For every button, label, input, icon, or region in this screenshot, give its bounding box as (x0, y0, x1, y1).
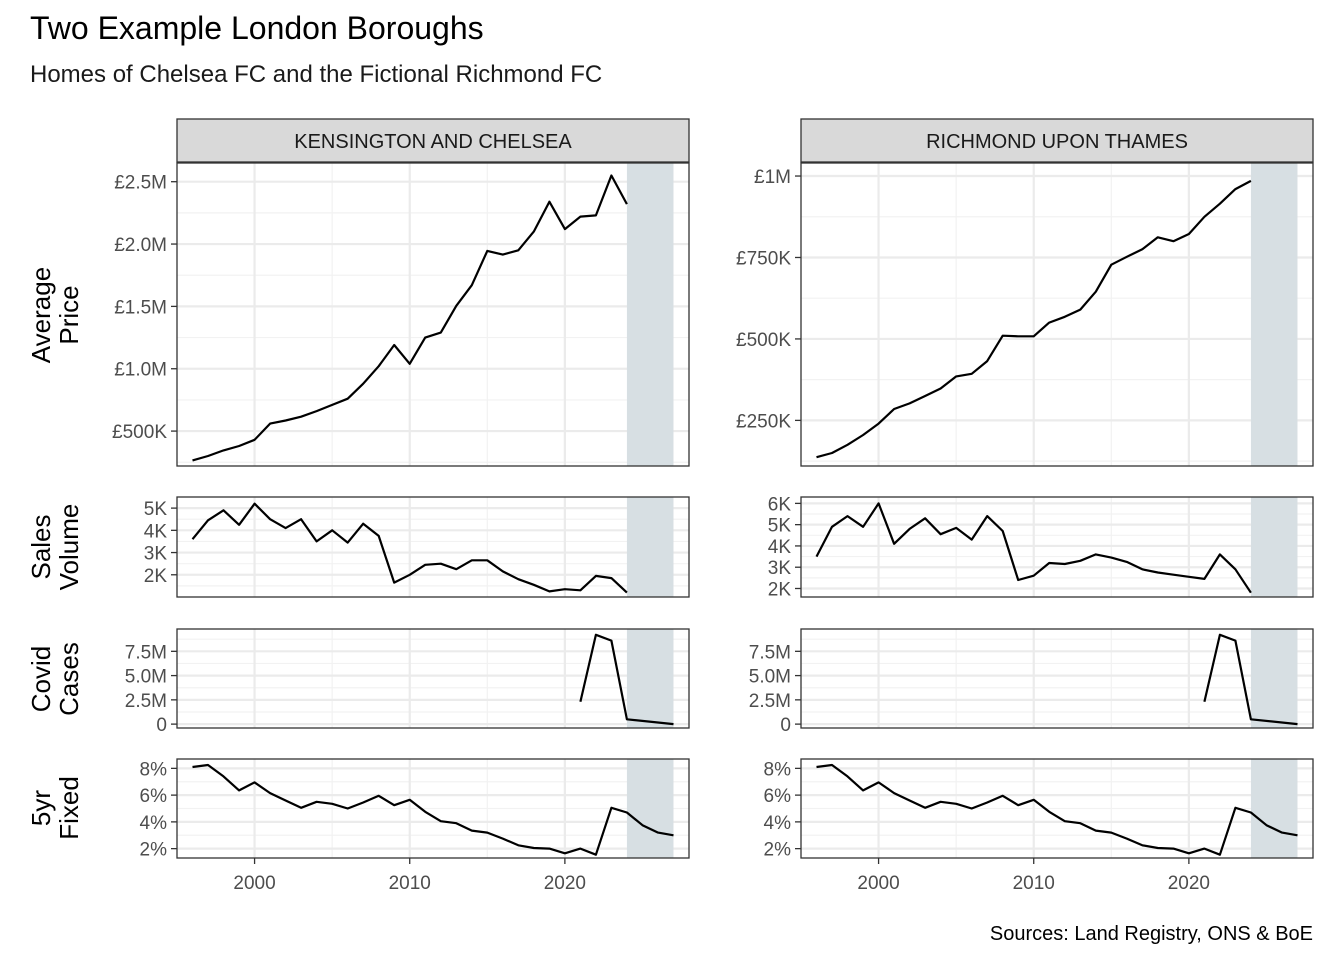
y-tick-label: £1M (754, 167, 791, 188)
y-tick-label: £1.5M (114, 297, 167, 318)
series-line-volume (815, 502, 1252, 594)
y-tick-label: 0 (780, 715, 791, 736)
y-tick-label: 5K (768, 516, 792, 537)
y-tick-label: 3K (768, 558, 792, 579)
series-line-covid (579, 633, 674, 726)
x-tick-label: 2000 (233, 873, 275, 894)
y-tick-label: £500K (112, 422, 167, 443)
row-label-covid-line2: Cases (54, 642, 84, 716)
y-tick-label: 3K (144, 544, 168, 565)
y-tick-label: 0 (156, 715, 167, 736)
y-tick-label: 8% (764, 759, 792, 780)
y-tick-label: 6% (140, 786, 168, 807)
row-label-price-line2: Price (54, 285, 84, 344)
forecast-band (1250, 497, 1298, 597)
series-line-price (192, 174, 628, 462)
forecast-band (626, 759, 674, 858)
row-label-price: Average Price (26, 267, 84, 363)
x-tick-label: 2020 (1168, 873, 1210, 894)
y-tick-label: 2.5M (125, 691, 167, 712)
y-tick-label: 2K (144, 566, 168, 587)
y-tick-label: 6K (768, 494, 792, 515)
panel-border (800, 496, 1314, 598)
row-label-covid-line1: Covid (26, 646, 56, 712)
y-tick-label: 2% (140, 840, 168, 861)
row-label-volume-line1: Sales (26, 514, 56, 579)
row-label-rate-line1: 5yr (26, 790, 56, 826)
x-tick-label: 2010 (1013, 873, 1055, 894)
chart-title: Two Example London Boroughs (30, 10, 484, 46)
strip-background (176, 118, 690, 163)
series-line-rate (816, 763, 1298, 856)
y-tick-label: 7.5M (749, 642, 791, 663)
y-tick-label: £1.0M (114, 360, 167, 381)
series-line-volume (191, 502, 628, 594)
y-tick-label: £500K (736, 330, 791, 351)
y-tick-label: 5K (144, 499, 168, 520)
forecast-band (626, 163, 674, 466)
series-line-rate (192, 763, 674, 856)
row-label-rate-line2: Fixed (54, 776, 84, 840)
chart-subtitle: Homes of Chelsea FC and the Fictional Ri… (30, 61, 602, 88)
y-tick-label: 2.5M (749, 691, 791, 712)
panel-background (177, 497, 689, 597)
y-tick-label: 4% (140, 813, 168, 834)
y-tick-label: 4% (764, 813, 792, 834)
y-tick-label: £2.0M (114, 235, 167, 256)
strip-label-kensington: KENSINGTON AND CHELSEA (294, 131, 572, 153)
forecast-band (626, 497, 674, 597)
row-label-covid: Covid Cases (26, 642, 84, 716)
y-tick-label: 6% (764, 786, 792, 807)
x-tick-label: 2000 (857, 873, 899, 894)
y-tick-label: £2.5M (114, 173, 167, 194)
forecast-band (1250, 163, 1298, 466)
panel-covid-kensington: 0 2.5M 5.0M 7.5M (125, 628, 690, 736)
y-tick-label: £250K (736, 411, 791, 432)
row-label-volume-line2: Volume (54, 504, 84, 591)
panel-price-richmond: £250K £500K £750K £1M (736, 162, 1314, 467)
strip-background (800, 118, 1314, 163)
panel-price-kensington: £500K £1.0M £1.5M £2.0M £2.5M (112, 162, 690, 467)
panel-covid-richmond: 0 2.5M 5.0M 7.5M (749, 628, 1314, 736)
panel-border (176, 758, 690, 859)
panel-border (176, 162, 690, 467)
y-tick-label: 7.5M (125, 642, 167, 663)
forecast-band (1250, 629, 1298, 728)
panel-rate-richmond: 2% 4% 6% 8% 2000 2010 2020 (764, 758, 1314, 894)
strip-label-richmond: RICHMOND UPON THAMES (926, 131, 1188, 153)
y-tick-label: 2K (768, 579, 792, 600)
forecast-band (1250, 759, 1298, 858)
panel-border (800, 758, 1314, 859)
row-label-volume: Sales Volume (26, 504, 84, 591)
row-label-rate: 5yr Fixed (26, 776, 84, 840)
panel-background (177, 163, 689, 466)
y-tick-label: 4K (768, 537, 792, 558)
y-tick-label: 5.0M (125, 667, 167, 688)
facet-panels: £500K£1.0M£1.5M£2.0M£2.5M2K3K4K5K02.5M5.… (112, 162, 1314, 894)
forecast-band (626, 629, 674, 728)
y-tick-label: £750K (736, 248, 791, 269)
panel-border (800, 162, 1314, 467)
y-tick-label: 5.0M (749, 667, 791, 688)
row-label-price-line1: Average (26, 267, 56, 363)
series-line-price (816, 179, 1252, 459)
series-line-covid (1203, 633, 1298, 726)
panel-border (176, 628, 690, 729)
strip-kensington: KENSINGTON AND CHELSEA (176, 118, 690, 163)
panel-rate-kensington: 2% 4% 6% 8% 2000 2010 2020 (140, 758, 690, 894)
y-tick-label: 4K (144, 521, 168, 542)
y-tick-label: 2% (764, 840, 792, 861)
x-tick-label: 2010 (389, 873, 431, 894)
panel-border (176, 496, 690, 598)
chart-caption: Sources: Land Registry, ONS & BoE (990, 923, 1313, 945)
panel-border (800, 628, 1314, 729)
x-tick-label: 2020 (544, 873, 586, 894)
y-tick-label: 8% (140, 759, 168, 780)
strip-richmond: RICHMOND UPON THAMES (800, 118, 1314, 163)
